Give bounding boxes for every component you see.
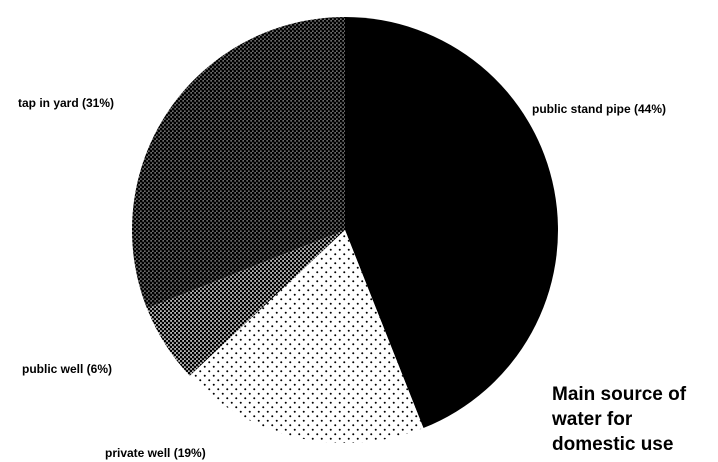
pie-slice — [146, 230, 345, 376]
pie-slice — [345, 17, 559, 429]
slice-label: public well (6%) — [22, 362, 112, 376]
slice-label: private well (19%) — [105, 446, 206, 460]
slice-label: tap in yard (31%) — [18, 96, 114, 110]
pie-slice — [189, 230, 424, 443]
chart-title: Main source of water for domestic use — [552, 384, 687, 455]
pie-slice — [131, 17, 345, 309]
slice-label: public stand pipe (44%) — [532, 102, 666, 116]
